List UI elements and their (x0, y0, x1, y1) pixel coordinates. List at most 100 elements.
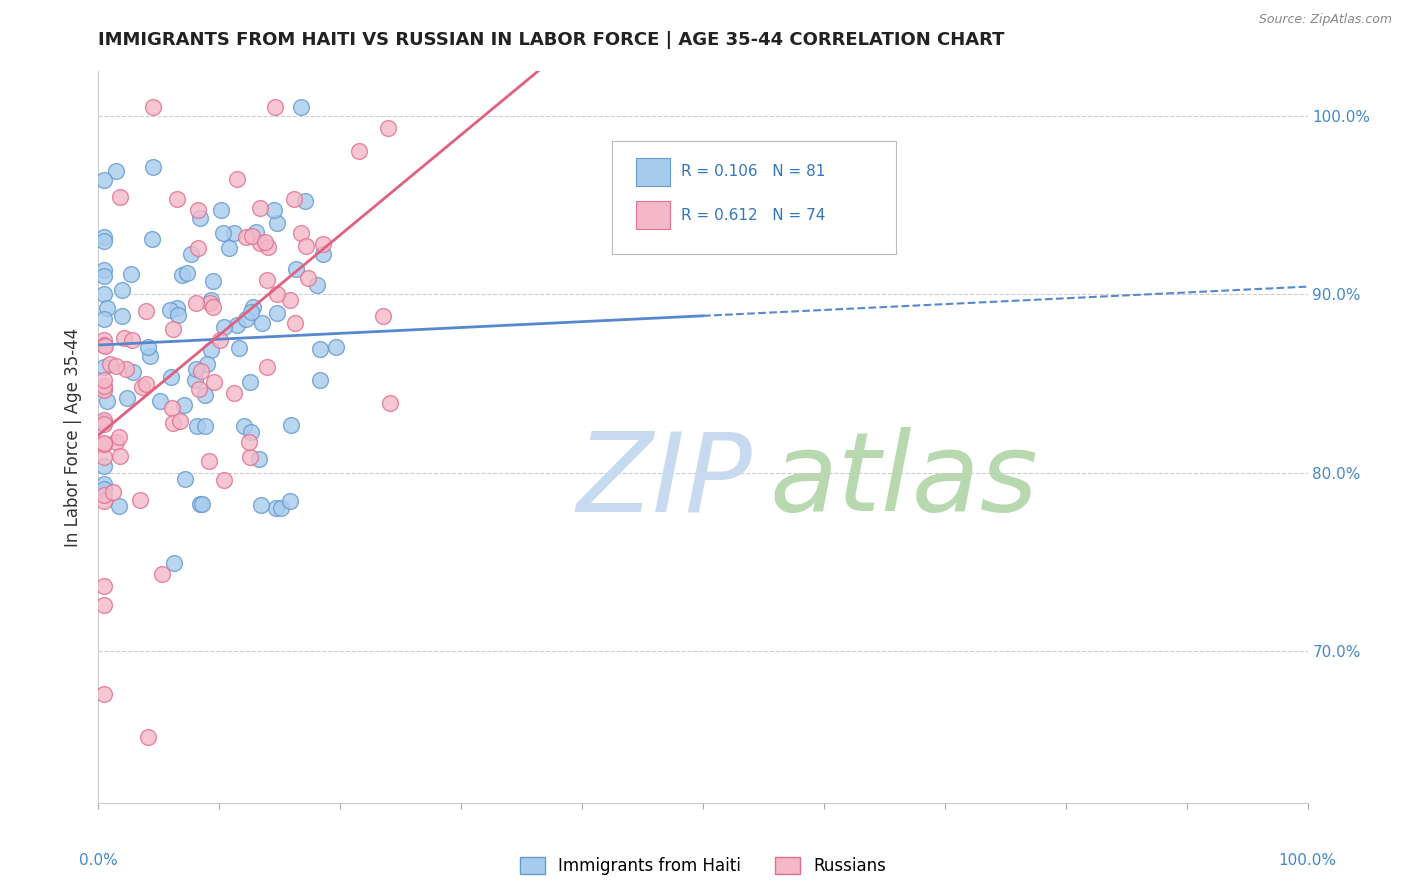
Point (253, 235, 276, 249)
Point (239, 450, 262, 464)
Point (239, 375, 262, 389)
Point (297, 271, 319, 285)
Point (200, 343, 222, 357)
Point (325, 341, 347, 355)
Point (252, 316, 274, 330)
Point (278, 494, 301, 508)
Point (96, 301, 118, 315)
Point (93, 687, 115, 701)
Point (122, 365, 145, 379)
Y-axis label: In Labor Force | Age 35-44: In Labor Force | Age 35-44 (65, 327, 83, 547)
Point (270, 501, 292, 516)
Point (226, 318, 249, 332)
Point (240, 425, 263, 440)
Point (93, 382, 115, 396)
Point (187, 382, 209, 396)
Point (173, 398, 195, 412)
Point (98, 357, 121, 371)
Point (309, 342, 332, 356)
Point (212, 226, 235, 240)
Point (290, 226, 312, 240)
Point (111, 283, 134, 297)
Point (121, 333, 143, 347)
Point (138, 349, 160, 363)
Point (110, 190, 132, 204)
Point (112, 330, 135, 344)
Text: 100.0%: 100.0% (1278, 853, 1337, 868)
FancyBboxPatch shape (637, 158, 671, 186)
Point (93, 268, 115, 283)
Point (212, 474, 235, 488)
Point (115, 391, 138, 405)
Point (128, 493, 150, 508)
Point (160, 370, 183, 384)
Point (194, 388, 217, 402)
Point (249, 451, 271, 466)
Point (93, 415, 115, 429)
Point (105, 359, 128, 373)
Text: R = 0.612   N = 74: R = 0.612 N = 74 (682, 208, 825, 223)
Point (170, 268, 193, 283)
Point (93, 488, 115, 502)
Point (218, 241, 240, 255)
Point (159, 302, 181, 317)
Point (378, 395, 401, 409)
Point (242, 300, 264, 314)
Point (305, 278, 328, 293)
Point (135, 304, 157, 318)
Point (256, 273, 278, 287)
Point (93, 383, 115, 397)
Point (162, 417, 184, 431)
Point (93, 263, 115, 277)
Point (93, 599, 115, 613)
Point (120, 267, 142, 281)
Text: Source: ZipAtlas.com: Source: ZipAtlas.com (1258, 13, 1392, 27)
Point (93, 333, 115, 347)
Point (169, 414, 191, 428)
Point (198, 296, 221, 310)
Point (149, 393, 172, 408)
Point (290, 100, 312, 114)
Point (264, 500, 287, 515)
Point (209, 202, 232, 217)
Point (190, 364, 212, 378)
Point (309, 373, 332, 387)
Point (173, 473, 195, 487)
Point (111, 309, 134, 323)
Point (93, 436, 115, 450)
Point (235, 230, 257, 244)
Point (108, 499, 131, 513)
Point (188, 211, 211, 225)
Point (263, 203, 285, 218)
Point (266, 287, 288, 301)
Point (202, 376, 225, 390)
Point (163, 557, 186, 571)
Point (115, 362, 138, 376)
Point (108, 449, 131, 463)
Point (264, 100, 287, 114)
Point (96, 393, 118, 408)
Point (136, 340, 159, 354)
Point (256, 359, 278, 374)
Point (238, 435, 260, 450)
Point (176, 266, 198, 280)
Point (371, 310, 394, 324)
Point (190, 497, 212, 511)
Point (142, 161, 165, 175)
Point (93, 493, 115, 508)
Point (184, 361, 207, 376)
Point (101, 485, 124, 500)
Point (150, 567, 173, 582)
Point (93, 477, 115, 491)
Point (294, 194, 316, 208)
Point (180, 247, 202, 261)
Point (141, 232, 163, 246)
Point (93, 287, 115, 301)
Point (224, 385, 246, 400)
Text: IMMIGRANTS FROM HAITI VS RUSSIAN IN LABOR FORCE | AGE 35-44 CORRELATION CHART: IMMIGRANTS FROM HAITI VS RUSSIAN IN LABO… (98, 31, 1005, 49)
Point (235, 312, 257, 326)
Point (202, 300, 225, 314)
Point (283, 192, 305, 206)
Point (93, 417, 115, 432)
Point (201, 274, 224, 288)
